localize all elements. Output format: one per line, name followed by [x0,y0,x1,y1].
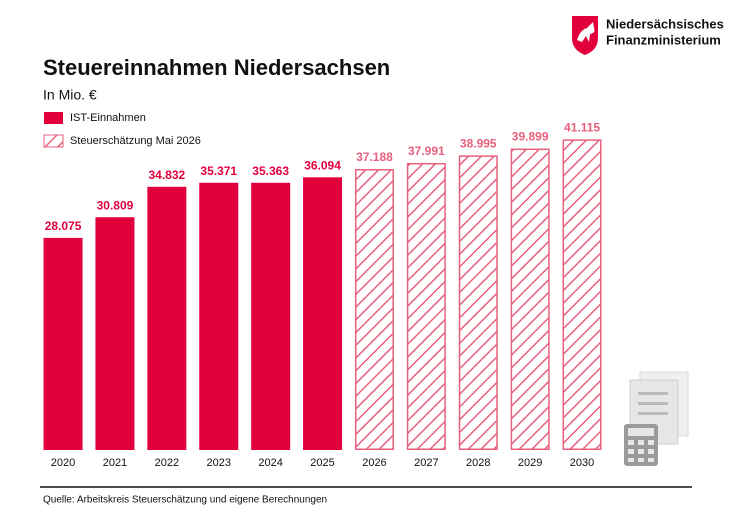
bar [458,155,498,450]
legend-label: Steuerschätzung Mai 2026 [70,135,201,147]
bar [199,182,239,450]
value-label: 37.188 [356,150,393,164]
bar [406,162,446,451]
legend-swatch [44,112,63,124]
legend-label: IST-Einnahmen [70,112,146,124]
bar [562,139,602,450]
bar [251,182,291,451]
x-tick-label: 2023 [207,457,231,469]
x-tick-label: 2030 [570,457,594,469]
source: Quelle: Arbeitskreis Steuerschätzung und… [43,495,327,506]
bar [303,177,343,450]
value-label: 35.363 [252,164,289,178]
bar [95,217,135,450]
bar [43,237,83,450]
bar [510,148,550,450]
value-label: 37.991 [408,144,445,158]
x-tick-label: 2029 [518,457,542,469]
value-label: 35.371 [200,164,237,178]
legend-swatch [43,134,64,148]
x-tick-label: 2024 [258,457,282,469]
x-tick-label: 2020 [51,457,75,469]
logo [572,16,598,55]
chart-title: Steuereinnahmen Niedersachsen [43,55,390,80]
x-tick-label: 2021 [103,457,127,469]
x-tick-label: 2028 [466,457,490,469]
bar [354,169,394,451]
logo-text: Finanzministerium [606,32,721,47]
x-tick-label: 2025 [310,457,334,469]
value-label: 28.075 [45,219,82,233]
chart-subtitle: In Mio. € [43,87,97,103]
bar [147,186,187,450]
value-label: 41.115 [564,121,600,135]
calculator-icon [624,371,689,466]
value-label: 36.094 [304,158,341,172]
x-tick-label: 2022 [155,457,179,469]
logo-text: Niedersächsisches [606,16,724,31]
value-label: 39.899 [512,130,549,144]
x-tick-label: 2027 [414,457,438,469]
value-label: 38.995 [460,137,497,151]
value-label: 34.832 [148,168,185,182]
value-label: 30.809 [97,198,134,212]
x-tick-label: 2026 [362,457,386,469]
